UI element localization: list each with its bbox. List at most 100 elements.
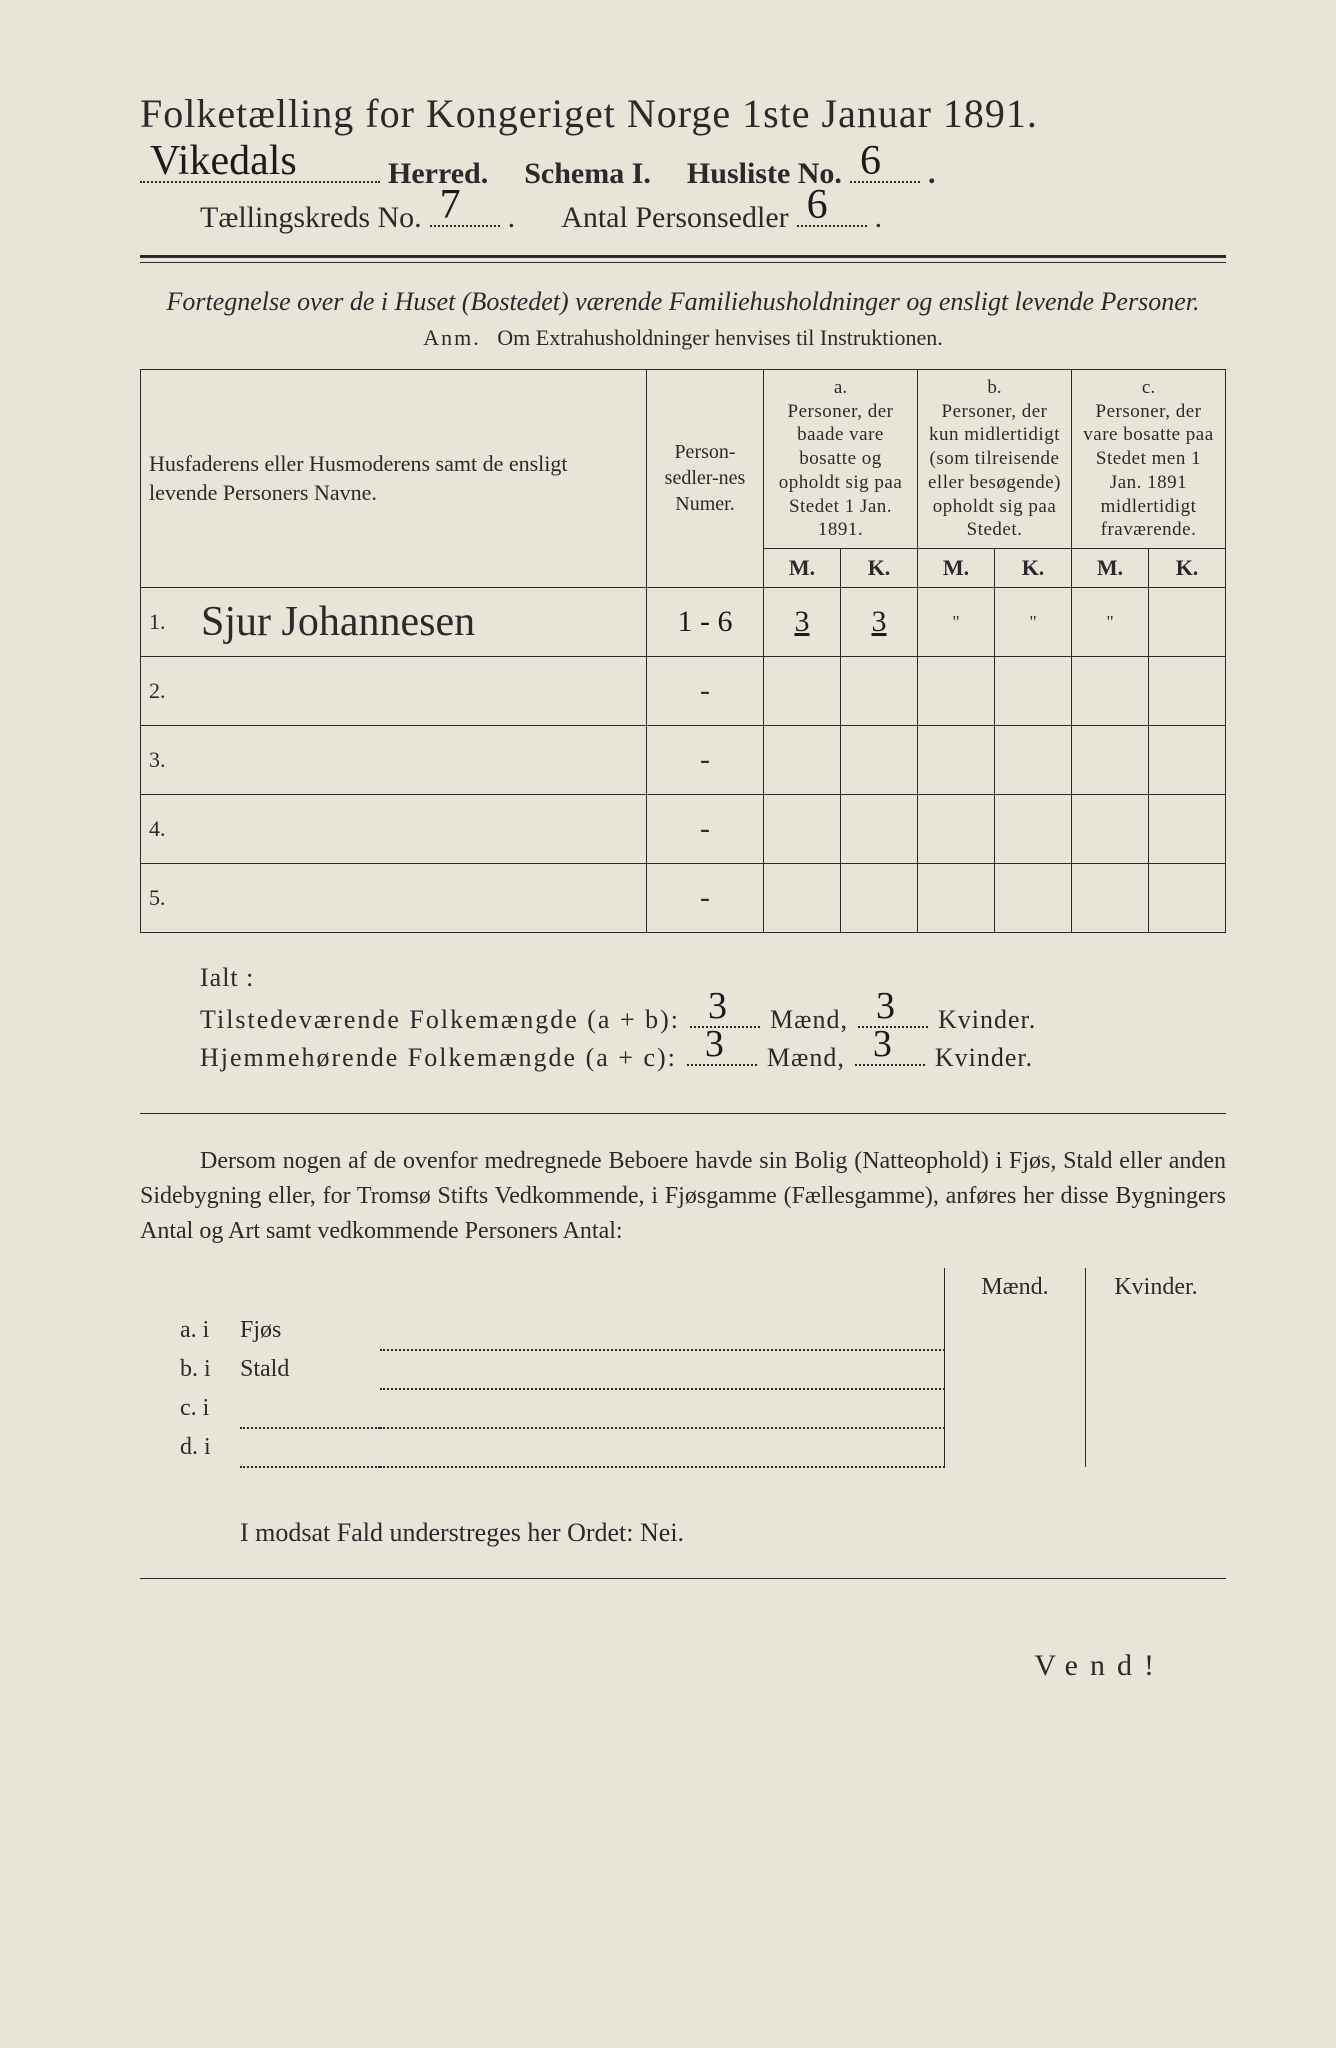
row-name: Sjur Johannesen bbox=[187, 588, 647, 657]
cell-numer: - bbox=[647, 657, 764, 726]
vend-label: Vend! bbox=[140, 1649, 1226, 1683]
cell-bm bbox=[918, 795, 995, 864]
bygn-row: c. i bbox=[140, 1389, 1226, 1428]
row-num: 5. bbox=[141, 864, 188, 933]
cell-am: 3 bbox=[764, 588, 841, 657]
bygn-k bbox=[1086, 1389, 1227, 1428]
col-a-k: K. bbox=[841, 549, 918, 588]
sum1-k-field: 3 bbox=[858, 1026, 928, 1028]
cell-bm bbox=[918, 726, 995, 795]
divider bbox=[140, 1578, 1226, 1579]
table-row: 5. - bbox=[141, 864, 1226, 933]
bygn-lab: a. i bbox=[140, 1311, 240, 1350]
cell-am bbox=[764, 795, 841, 864]
col-names: Husfaderens eller Husmoderens samt de en… bbox=[141, 369, 647, 587]
sum2-m-field: 3 bbox=[687, 1064, 757, 1066]
cell-ck bbox=[1149, 657, 1226, 726]
bygn-dots bbox=[380, 1350, 945, 1389]
cell-bm bbox=[918, 864, 995, 933]
table-row: 1. Sjur Johannesen 1 - 6 3 3 " " " bbox=[141, 588, 1226, 657]
bygn-lab: d. i bbox=[140, 1428, 240, 1467]
cell-am bbox=[764, 726, 841, 795]
cell-ck bbox=[1149, 864, 1226, 933]
cell-bk bbox=[995, 726, 1072, 795]
bygn-m bbox=[945, 1311, 1086, 1350]
anm-text: Om Extrahusholdninger henvises til Instr… bbox=[497, 325, 942, 350]
cell-ak bbox=[841, 795, 918, 864]
cell-ck bbox=[1149, 726, 1226, 795]
col-numer: Person-sedler-nes Numer. bbox=[647, 369, 764, 587]
row-name bbox=[187, 795, 647, 864]
schema-label: Schema I. bbox=[524, 157, 651, 191]
bygn-kvinder-head: Kvinder. bbox=[1086, 1268, 1227, 1311]
col-b: b. Personer, der kun midlertidigt (som t… bbox=[918, 369, 1072, 548]
sum2-label: Hjemmehørende Folkemængde (a + c): bbox=[200, 1043, 677, 1073]
cell-ak: 3 bbox=[841, 588, 918, 657]
antal-value: 6 bbox=[807, 181, 828, 229]
maend-label: Mænd, bbox=[767, 1043, 845, 1073]
bygn-k bbox=[1086, 1428, 1227, 1467]
cell-am bbox=[764, 657, 841, 726]
row-name bbox=[187, 657, 647, 726]
herred-value: Vikedals bbox=[150, 137, 297, 185]
cell-bk: " bbox=[995, 588, 1072, 657]
anm-line: Anm. Om Extrahusholdninger henvises til … bbox=[140, 325, 1226, 351]
divider bbox=[140, 255, 1226, 263]
sum-line-2: Hjemmehørende Folkemængde (a + c): 3 Mæn… bbox=[200, 1043, 1226, 1073]
cell-numer: 1 - 6 bbox=[647, 588, 764, 657]
cell-ak bbox=[841, 657, 918, 726]
main-table: Husfaderens eller Husmoderens samt de en… bbox=[140, 369, 1226, 933]
kvinder-label: Kvinder. bbox=[935, 1043, 1033, 1073]
cell-ak bbox=[841, 726, 918, 795]
row-num: 3. bbox=[141, 726, 188, 795]
husliste-value: 6 bbox=[860, 137, 881, 185]
herred-label: Herred. bbox=[388, 157, 488, 191]
cell-cm bbox=[1072, 795, 1149, 864]
row-name bbox=[187, 726, 647, 795]
bygn-dots bbox=[240, 1389, 945, 1428]
bygn-table: Mænd. Kvinder. a. i Fjøs b. i Stald c. i… bbox=[140, 1268, 1226, 1468]
kvinder-label: Kvinder. bbox=[938, 1005, 1036, 1035]
bygn-lab: c. i bbox=[140, 1389, 240, 1428]
cell-bk bbox=[995, 795, 1072, 864]
cell-bk bbox=[995, 657, 1072, 726]
tkreds-value: 7 bbox=[440, 181, 461, 229]
cell-ck bbox=[1149, 588, 1226, 657]
table-row: 4. - bbox=[141, 795, 1226, 864]
modsat-line: I modsat Fald understreges her Ordet: Ne… bbox=[240, 1518, 1226, 1548]
col-c-k: K. bbox=[1149, 549, 1226, 588]
cell-bm: " bbox=[918, 588, 995, 657]
bygn-m bbox=[945, 1389, 1086, 1428]
bygn-row: b. i Stald bbox=[140, 1350, 1226, 1389]
cell-cm bbox=[1072, 726, 1149, 795]
cell-ck bbox=[1149, 795, 1226, 864]
row-num: 4. bbox=[141, 795, 188, 864]
col-b-m: M. bbox=[918, 549, 995, 588]
antal-label: Antal Personsedler bbox=[561, 201, 788, 235]
col-c-m: M. bbox=[1072, 549, 1149, 588]
divider bbox=[140, 1113, 1226, 1114]
subtitle: Fortegnelse over de i Huset (Bostedet) v… bbox=[140, 285, 1226, 319]
cell-bm bbox=[918, 657, 995, 726]
page-title: Folketælling for Kongeriget Norge 1ste J… bbox=[140, 90, 1226, 137]
cell-numer: - bbox=[647, 795, 764, 864]
husliste-field: 6 bbox=[850, 181, 920, 183]
bygn-k bbox=[1086, 1350, 1227, 1389]
cell-cm: " bbox=[1072, 588, 1149, 657]
antal-field: 6 bbox=[797, 225, 867, 227]
bygn-lab: b. i bbox=[140, 1350, 240, 1389]
bygn-row: a. i Fjøs bbox=[140, 1311, 1226, 1350]
row-name bbox=[187, 864, 647, 933]
cell-cm bbox=[1072, 864, 1149, 933]
sum2-k-field: 3 bbox=[855, 1064, 925, 1066]
anm-prefix: Anm. bbox=[423, 325, 481, 350]
cell-bk bbox=[995, 864, 1072, 933]
cell-am bbox=[764, 864, 841, 933]
col-b-k: K. bbox=[995, 549, 1072, 588]
bygn-type: Stald bbox=[240, 1350, 380, 1389]
bygn-row: d. i bbox=[140, 1428, 1226, 1467]
bygn-maend-head: Mænd. bbox=[945, 1268, 1086, 1311]
bygn-type: Fjøs bbox=[240, 1311, 380, 1350]
table-row: 2. - bbox=[141, 657, 1226, 726]
bygn-dots bbox=[240, 1428, 945, 1467]
